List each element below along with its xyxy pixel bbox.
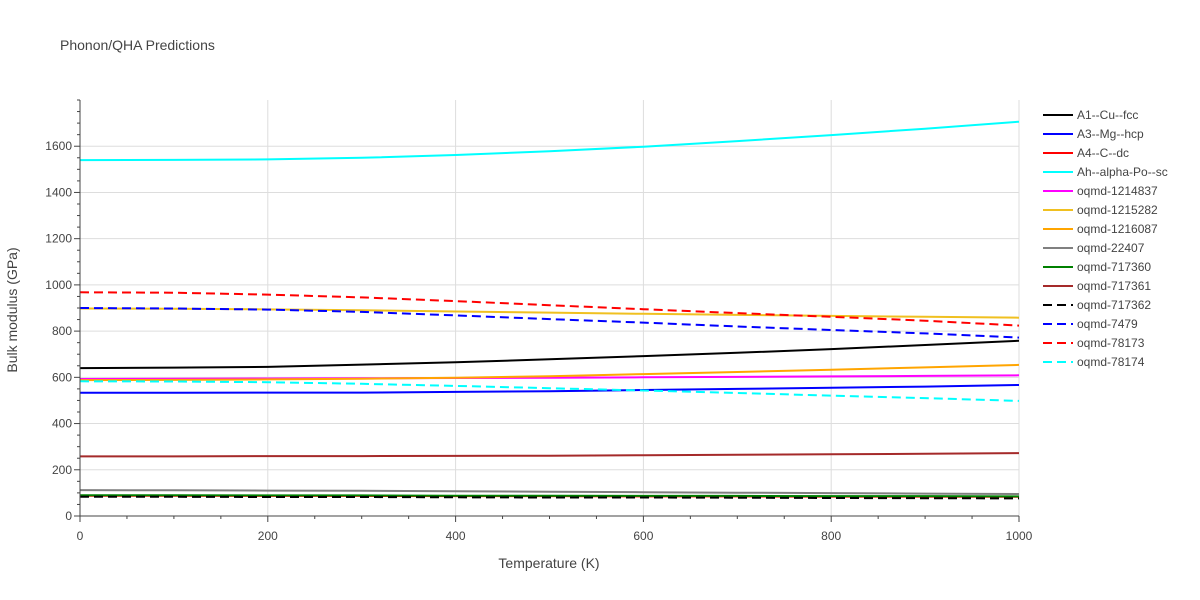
axes: [74, 99, 1020, 522]
series-layer: [79, 120, 1020, 500]
series-line-9: [80, 494, 1020, 498]
x-tick-label: 400: [446, 529, 466, 543]
legend-label: oqmd-22407: [1077, 241, 1145, 255]
legend[interactable]: A1--Cu--fcc A3--Mg--hcp A4--C--dc Ah--alpha…: [1043, 108, 1168, 369]
legend-item-12[interactable]: oqmd-7479: [1043, 317, 1138, 331]
legend-item-14[interactable]: oqmd-78174: [1043, 355, 1145, 369]
legend-label: A4--C--dc: [1077, 146, 1129, 160]
legend-item-3[interactable]: A4--C--dc: [1043, 146, 1129, 160]
legend-item-6[interactable]: oqmd-1215282: [1043, 203, 1158, 217]
x-axis-title: Temperature (K): [498, 555, 599, 571]
legend-label: oqmd-1214837: [1077, 184, 1158, 198]
y-axis-title: Bulk modulus (GPa): [4, 247, 20, 372]
series-line-12: [79, 307, 1020, 339]
y-tick-label: 600: [52, 370, 72, 384]
y-tick-label: 1000: [45, 278, 72, 292]
legend-item-2[interactable]: A3--Mg--hcp: [1043, 127, 1144, 141]
legend-item-7[interactable]: oqmd-1216087: [1043, 222, 1158, 236]
y-tick-label: 1600: [45, 139, 72, 153]
legend-label: oqmd-1215282: [1077, 203, 1158, 217]
y-tick-label: 1400: [45, 185, 72, 199]
y-tick-label: 0: [65, 509, 72, 523]
series-line-2: [80, 384, 1020, 394]
x-tick-label: 600: [633, 529, 653, 543]
series-line-7: [79, 363, 1020, 382]
series-line-10: [80, 452, 1020, 458]
legend-label: A1--Cu--fcc: [1077, 108, 1138, 122]
legend-item-5[interactable]: oqmd-1214837: [1043, 184, 1158, 198]
legend-label: oqmd-717362: [1077, 298, 1151, 312]
legend-item-4[interactable]: Ah--alpha-Po--sc: [1043, 165, 1168, 179]
series-line-13: [79, 291, 1020, 327]
y-tick-label: 200: [52, 463, 72, 477]
legend-item-1[interactable]: A1--Cu--fcc: [1043, 108, 1138, 122]
y-tick-label: 400: [52, 417, 72, 431]
y-tick-label: 1200: [45, 232, 72, 246]
legend-label: A3--Mg--hcp: [1077, 127, 1144, 141]
y-tick-label: 800: [52, 324, 72, 338]
series-line-11: [80, 495, 1020, 500]
legend-item-10[interactable]: oqmd-717361: [1043, 279, 1151, 293]
legend-label: oqmd-717361: [1077, 279, 1151, 293]
x-tick-label: 1000: [1006, 529, 1033, 543]
legend-label: Ah--alpha-Po--sc: [1077, 165, 1168, 179]
series-line-1: [79, 339, 1020, 370]
legend-label: oqmd-7479: [1077, 317, 1138, 331]
legend-item-9[interactable]: oqmd-717360: [1043, 260, 1151, 274]
legend-label: oqmd-717360: [1077, 260, 1151, 274]
legend-label: oqmd-78173: [1077, 336, 1145, 350]
series-line-8: [79, 489, 1020, 495]
grid: [80, 100, 1020, 516]
series-line-4: [79, 120, 1020, 162]
x-tick-label: 800: [821, 529, 841, 543]
x-tick-label: 200: [258, 529, 278, 543]
legend-item-11[interactable]: oqmd-717362: [1043, 298, 1151, 312]
legend-label: oqmd-1216087: [1077, 222, 1158, 236]
chart-title: Phonon/QHA Predictions: [60, 37, 215, 53]
legend-label: oqmd-78174: [1077, 355, 1145, 369]
tick-labels: 0 200 400 600 800 1000 0 200 400 600 800 1000 1200 14…: [45, 139, 1032, 543]
legend-item-8[interactable]: oqmd-22407: [1043, 241, 1145, 255]
series-line-14: [79, 380, 1020, 402]
legend-item-13[interactable]: oqmd-78173: [1043, 336, 1145, 350]
x-tick-label: 0: [77, 529, 84, 543]
